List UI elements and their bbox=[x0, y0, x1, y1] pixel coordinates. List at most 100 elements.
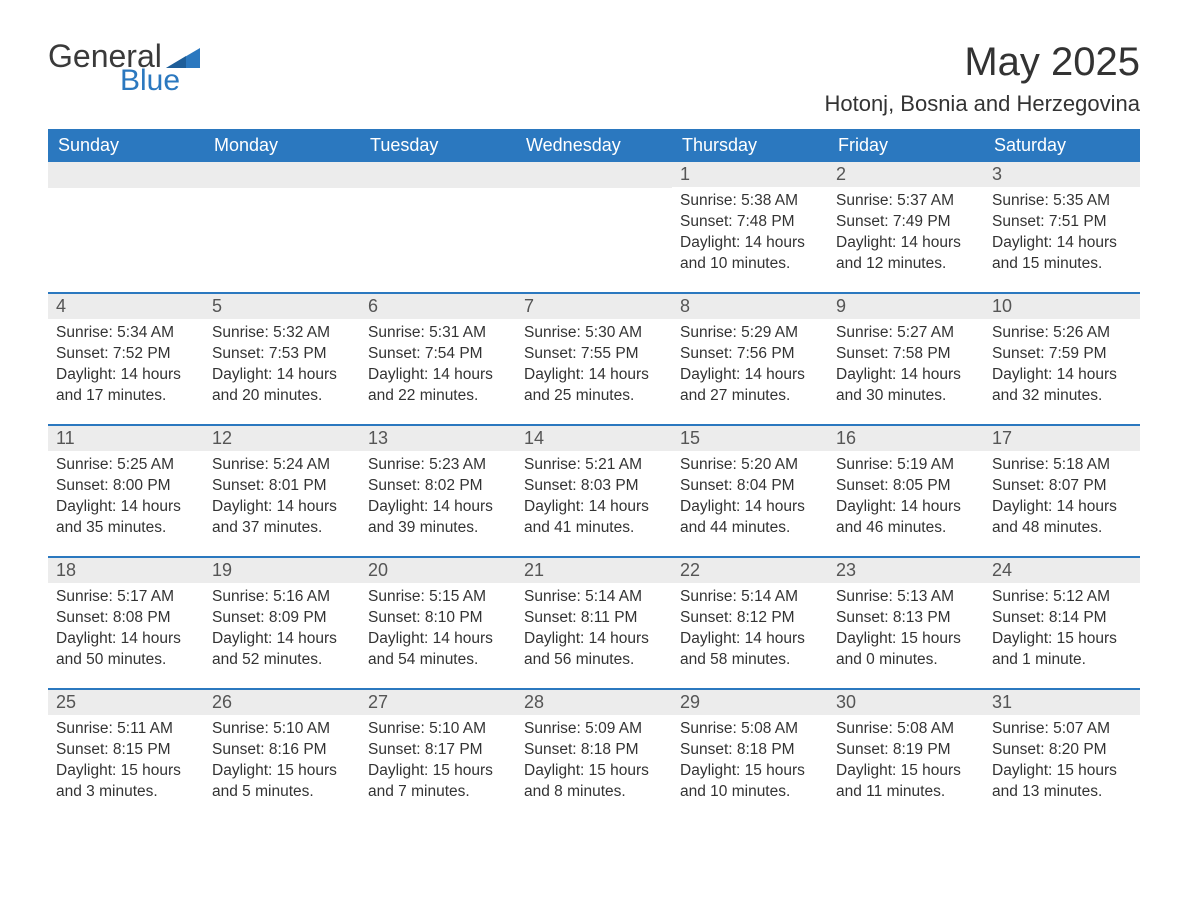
day-details: Sunrise: 5:35 AMSunset: 7:51 PMDaylight:… bbox=[984, 187, 1140, 285]
daylight-text: Daylight: 14 hours and 32 minutes. bbox=[992, 365, 1132, 407]
daylight-text: Daylight: 14 hours and 35 minutes. bbox=[56, 497, 196, 539]
day-cell bbox=[516, 162, 672, 292]
sunrise-text: Sunrise: 5:13 AM bbox=[836, 587, 976, 608]
day-number: 19 bbox=[204, 558, 360, 583]
sunset-text: Sunset: 8:12 PM bbox=[680, 608, 820, 629]
sunset-text: Sunset: 7:54 PM bbox=[368, 344, 508, 365]
day-cell: 3Sunrise: 5:35 AMSunset: 7:51 PMDaylight… bbox=[984, 162, 1140, 292]
day-cell: 25Sunrise: 5:11 AMSunset: 8:15 PMDayligh… bbox=[48, 690, 204, 820]
day-details: Sunrise: 5:26 AMSunset: 7:59 PMDaylight:… bbox=[984, 319, 1140, 417]
sunset-text: Sunset: 8:07 PM bbox=[992, 476, 1132, 497]
day-cell: 23Sunrise: 5:13 AMSunset: 8:13 PMDayligh… bbox=[828, 558, 984, 688]
day-details: Sunrise: 5:10 AMSunset: 8:16 PMDaylight:… bbox=[204, 715, 360, 813]
sunset-text: Sunset: 8:05 PM bbox=[836, 476, 976, 497]
day-cell: 9Sunrise: 5:27 AMSunset: 7:58 PMDaylight… bbox=[828, 294, 984, 424]
sunrise-text: Sunrise: 5:31 AM bbox=[368, 323, 508, 344]
daylight-text: Daylight: 14 hours and 12 minutes. bbox=[836, 233, 976, 275]
sunrise-text: Sunrise: 5:20 AM bbox=[680, 455, 820, 476]
sunrise-text: Sunrise: 5:23 AM bbox=[368, 455, 508, 476]
day-cell bbox=[360, 162, 516, 292]
weekday-header: Friday bbox=[828, 129, 984, 162]
empty-day bbox=[204, 162, 360, 188]
day-details: Sunrise: 5:31 AMSunset: 7:54 PMDaylight:… bbox=[360, 319, 516, 417]
day-cell: 21Sunrise: 5:14 AMSunset: 8:11 PMDayligh… bbox=[516, 558, 672, 688]
sunrise-text: Sunrise: 5:30 AM bbox=[524, 323, 664, 344]
day-cell: 13Sunrise: 5:23 AMSunset: 8:02 PMDayligh… bbox=[360, 426, 516, 556]
day-number: 21 bbox=[516, 558, 672, 583]
sunrise-text: Sunrise: 5:07 AM bbox=[992, 719, 1132, 740]
day-cell: 22Sunrise: 5:14 AMSunset: 8:12 PMDayligh… bbox=[672, 558, 828, 688]
day-cell: 18Sunrise: 5:17 AMSunset: 8:08 PMDayligh… bbox=[48, 558, 204, 688]
day-details: Sunrise: 5:37 AMSunset: 7:49 PMDaylight:… bbox=[828, 187, 984, 285]
sunset-text: Sunset: 8:04 PM bbox=[680, 476, 820, 497]
day-details: Sunrise: 5:11 AMSunset: 8:15 PMDaylight:… bbox=[48, 715, 204, 813]
day-details: Sunrise: 5:18 AMSunset: 8:07 PMDaylight:… bbox=[984, 451, 1140, 549]
daylight-text: Daylight: 15 hours and 13 minutes. bbox=[992, 761, 1132, 803]
sunrise-text: Sunrise: 5:35 AM bbox=[992, 191, 1132, 212]
day-cell: 16Sunrise: 5:19 AMSunset: 8:05 PMDayligh… bbox=[828, 426, 984, 556]
daylight-text: Daylight: 14 hours and 10 minutes. bbox=[680, 233, 820, 275]
sunset-text: Sunset: 8:13 PM bbox=[836, 608, 976, 629]
day-details: Sunrise: 5:38 AMSunset: 7:48 PMDaylight:… bbox=[672, 187, 828, 285]
day-details: Sunrise: 5:08 AMSunset: 8:19 PMDaylight:… bbox=[828, 715, 984, 813]
sunrise-text: Sunrise: 5:37 AM bbox=[836, 191, 976, 212]
sunset-text: Sunset: 8:11 PM bbox=[524, 608, 664, 629]
sunset-text: Sunset: 8:18 PM bbox=[680, 740, 820, 761]
day-cell: 8Sunrise: 5:29 AMSunset: 7:56 PMDaylight… bbox=[672, 294, 828, 424]
daylight-text: Daylight: 14 hours and 56 minutes. bbox=[524, 629, 664, 671]
day-number: 9 bbox=[828, 294, 984, 319]
day-number: 7 bbox=[516, 294, 672, 319]
daylight-text: Daylight: 14 hours and 20 minutes. bbox=[212, 365, 352, 407]
weekday-header: Monday bbox=[204, 129, 360, 162]
day-cell: 11Sunrise: 5:25 AMSunset: 8:00 PMDayligh… bbox=[48, 426, 204, 556]
day-cell: 6Sunrise: 5:31 AMSunset: 7:54 PMDaylight… bbox=[360, 294, 516, 424]
daylight-text: Daylight: 14 hours and 58 minutes. bbox=[680, 629, 820, 671]
sunset-text: Sunset: 8:14 PM bbox=[992, 608, 1132, 629]
day-number: 11 bbox=[48, 426, 204, 451]
sunrise-text: Sunrise: 5:24 AM bbox=[212, 455, 352, 476]
sunset-text: Sunset: 7:55 PM bbox=[524, 344, 664, 365]
day-number: 5 bbox=[204, 294, 360, 319]
month-year: May 2025 bbox=[824, 40, 1140, 85]
day-number: 15 bbox=[672, 426, 828, 451]
sunset-text: Sunset: 8:17 PM bbox=[368, 740, 508, 761]
day-number: 22 bbox=[672, 558, 828, 583]
day-number: 3 bbox=[984, 162, 1140, 187]
day-details: Sunrise: 5:07 AMSunset: 8:20 PMDaylight:… bbox=[984, 715, 1140, 813]
location: Hotonj, Bosnia and Herzegovina bbox=[824, 91, 1140, 117]
day-cell: 7Sunrise: 5:30 AMSunset: 7:55 PMDaylight… bbox=[516, 294, 672, 424]
page-header: General Blue May 2025 Hotonj, Bosnia and… bbox=[48, 40, 1140, 117]
day-details: Sunrise: 5:10 AMSunset: 8:17 PMDaylight:… bbox=[360, 715, 516, 813]
day-details: Sunrise: 5:13 AMSunset: 8:13 PMDaylight:… bbox=[828, 583, 984, 681]
sunset-text: Sunset: 8:00 PM bbox=[56, 476, 196, 497]
sunset-text: Sunset: 7:59 PM bbox=[992, 344, 1132, 365]
day-details: Sunrise: 5:24 AMSunset: 8:01 PMDaylight:… bbox=[204, 451, 360, 549]
daylight-text: Daylight: 15 hours and 8 minutes. bbox=[524, 761, 664, 803]
day-cell: 2Sunrise: 5:37 AMSunset: 7:49 PMDaylight… bbox=[828, 162, 984, 292]
sunset-text: Sunset: 7:58 PM bbox=[836, 344, 976, 365]
day-cell: 14Sunrise: 5:21 AMSunset: 8:03 PMDayligh… bbox=[516, 426, 672, 556]
sunset-text: Sunset: 7:49 PM bbox=[836, 212, 976, 233]
day-details: Sunrise: 5:09 AMSunset: 8:18 PMDaylight:… bbox=[516, 715, 672, 813]
weekday-header: Tuesday bbox=[360, 129, 516, 162]
weekday-header: Sunday bbox=[48, 129, 204, 162]
daylight-text: Daylight: 14 hours and 54 minutes. bbox=[368, 629, 508, 671]
day-cell bbox=[204, 162, 360, 292]
sunrise-text: Sunrise: 5:08 AM bbox=[836, 719, 976, 740]
daylight-text: Daylight: 14 hours and 50 minutes. bbox=[56, 629, 196, 671]
sunrise-text: Sunrise: 5:27 AM bbox=[836, 323, 976, 344]
daylight-text: Daylight: 15 hours and 5 minutes. bbox=[212, 761, 352, 803]
sunset-text: Sunset: 7:56 PM bbox=[680, 344, 820, 365]
day-details: Sunrise: 5:20 AMSunset: 8:04 PMDaylight:… bbox=[672, 451, 828, 549]
sunset-text: Sunset: 8:09 PM bbox=[212, 608, 352, 629]
daylight-text: Daylight: 15 hours and 0 minutes. bbox=[836, 629, 976, 671]
sunset-text: Sunset: 8:15 PM bbox=[56, 740, 196, 761]
calendar-week: 1Sunrise: 5:38 AMSunset: 7:48 PMDaylight… bbox=[48, 162, 1140, 292]
day-details: Sunrise: 5:15 AMSunset: 8:10 PMDaylight:… bbox=[360, 583, 516, 681]
day-cell: 1Sunrise: 5:38 AMSunset: 7:48 PMDaylight… bbox=[672, 162, 828, 292]
weekday-header: Thursday bbox=[672, 129, 828, 162]
day-cell: 28Sunrise: 5:09 AMSunset: 8:18 PMDayligh… bbox=[516, 690, 672, 820]
daylight-text: Daylight: 14 hours and 44 minutes. bbox=[680, 497, 820, 539]
sunrise-text: Sunrise: 5:16 AM bbox=[212, 587, 352, 608]
sunset-text: Sunset: 8:08 PM bbox=[56, 608, 196, 629]
